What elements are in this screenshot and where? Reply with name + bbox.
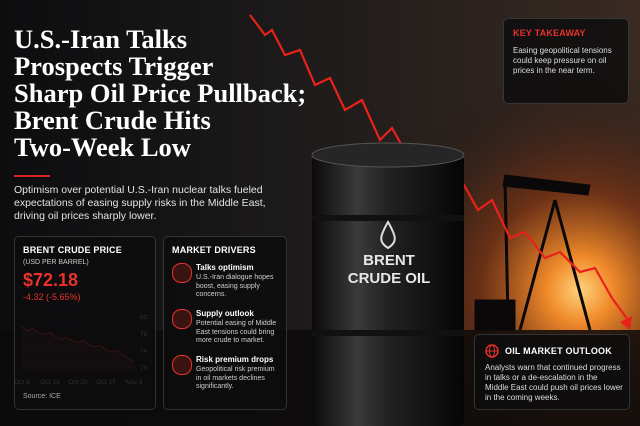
headline: U.S.-Iran Talks Prospects Trigger Sharp Oi…: [14, 26, 306, 161]
driver-title: Supply outlook: [196, 309, 254, 318]
price: $72.18: [23, 270, 79, 290]
barrel-label-line: CRUDE OIL: [347, 270, 431, 287]
barrel: [311, 142, 465, 426]
price-unit: (USD PER BARREL): [23, 259, 89, 266]
globe-icon: [485, 344, 499, 358]
driver-text: Potential easing of Middle East tensions…: [196, 320, 277, 344]
headline-line: U.S.-Iran Talks: [14, 24, 188, 54]
barrel-label-line: BRENT: [363, 252, 415, 269]
headline-line: Prospects Trigger: [14, 51, 214, 81]
driver-icon: [172, 309, 192, 329]
headline-line: Sharp Oil Price Pullback;: [14, 78, 307, 108]
key-takeaway: KEY TAKEAWAY Easing geopolitical tension…: [503, 18, 629, 104]
drivers-card: MARKET DRIVERS Talks optimism U.S.-Iran d…: [163, 236, 287, 410]
takeaway-title: KEY TAKEAWAY: [513, 28, 586, 38]
outlook-text: Analysts warn that continued progress in…: [485, 363, 623, 402]
source: Source: ICE: [23, 393, 61, 400]
driver-title: Talks optimism: [196, 263, 254, 272]
takeaway-text: Easing geopolitical tensions could keep …: [513, 46, 612, 75]
subhead: Optimism over potential U.S.-Iran nuclea…: [14, 184, 266, 222]
outlook-title: OIL MARKET OUTLOOK: [505, 346, 612, 356]
headline-line: Two-Week Low: [14, 132, 191, 162]
driver-text: U.S.-Iran dialogue hopes boost, easing s…: [196, 274, 274, 298]
price-change: -4.32 (-5.65%): [23, 292, 81, 302]
outlook-card: OIL MARKET OUTLOOK Analysts warn that co…: [474, 334, 630, 410]
driver-icon: [172, 263, 192, 283]
driver-title: Risk premium drops: [196, 355, 274, 364]
headline-line: Brent Crude Hits: [14, 105, 211, 135]
barrel-label: BRENT CRUDE OIL: [348, 252, 431, 288]
drivers-title: MARKET DRIVERS: [172, 245, 256, 255]
driver-icon: [172, 355, 192, 375]
price-card: BRENT CRUDE PRICE (USD PER BARREL) $72.1…: [14, 236, 156, 410]
pump-jack: [474, 174, 592, 331]
price-title: BRENT CRUDE PRICE: [23, 245, 122, 255]
driver-text: Geopolitical risk premium in oil markets…: [196, 366, 275, 390]
